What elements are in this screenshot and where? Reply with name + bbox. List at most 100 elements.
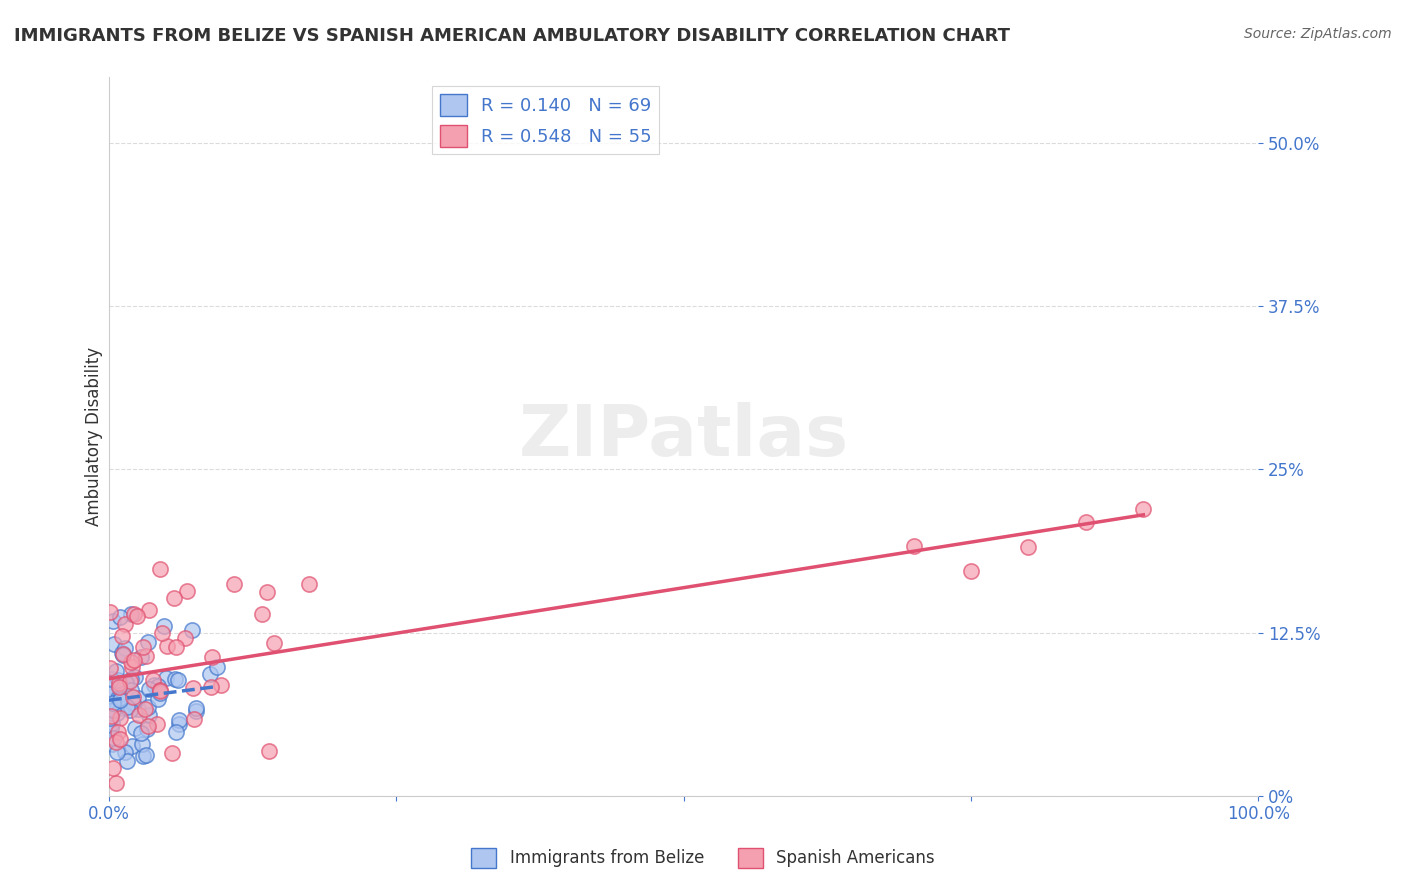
Immigrants from Belize <box>165 724 187 739</box>
Immigrants from Belize <box>115 755 138 769</box>
Immigrants from Belize <box>100 685 122 699</box>
Spanish Americans <box>108 675 131 690</box>
Y-axis label: Ambulatory Disability: Ambulatory Disability <box>86 347 103 526</box>
Immigrants from Belize <box>129 726 152 740</box>
Spanish Americans <box>108 710 131 724</box>
Spanish Americans <box>165 640 187 654</box>
Text: IMMIGRANTS FROM BELIZE VS SPANISH AMERICAN AMBULATORY DISABILITY CORRELATION CHA: IMMIGRANTS FROM BELIZE VS SPANISH AMERIC… <box>14 27 1010 45</box>
Immigrants from Belize <box>107 690 129 705</box>
Spanish Americans <box>209 678 232 692</box>
Immigrants from Belize <box>115 700 138 714</box>
Spanish Americans <box>201 650 224 665</box>
Immigrants from Belize <box>114 679 136 693</box>
Spanish Americans <box>156 639 179 653</box>
Spanish Americans <box>903 539 925 553</box>
Immigrants from Belize <box>184 705 207 719</box>
Immigrants from Belize <box>138 708 160 723</box>
Immigrants from Belize <box>120 607 142 622</box>
Immigrants from Belize <box>114 675 136 690</box>
Immigrants from Belize <box>165 672 187 686</box>
Immigrants from Belize <box>100 737 122 751</box>
Immigrants from Belize <box>111 646 134 660</box>
Spanish Americans <box>146 717 169 731</box>
Spanish Americans <box>176 584 198 599</box>
Immigrants from Belize <box>120 672 142 686</box>
Immigrants from Belize <box>180 623 202 637</box>
Immigrants from Belize <box>142 678 165 692</box>
Immigrants from Belize <box>100 672 122 686</box>
Immigrants from Belize <box>127 691 149 706</box>
Immigrants from Belize <box>101 716 124 731</box>
Immigrants from Belize <box>104 664 127 678</box>
Immigrants from Belize <box>124 721 146 735</box>
Spanish Americans <box>121 690 143 705</box>
Legend: R = 0.140   N = 69, R = 0.548   N = 55: R = 0.140 N = 69, R = 0.548 N = 55 <box>433 87 659 154</box>
Spanish Americans <box>149 682 172 697</box>
Spanish Americans <box>200 680 222 694</box>
Spanish Americans <box>135 649 157 664</box>
Spanish Americans <box>128 708 150 723</box>
Spanish Americans <box>1132 502 1154 516</box>
Immigrants from Belize <box>110 691 132 706</box>
Spanish Americans <box>122 653 145 667</box>
Immigrants from Belize <box>136 634 159 648</box>
Spanish Americans <box>120 673 142 688</box>
Spanish Americans <box>148 562 170 576</box>
Immigrants from Belize <box>205 660 228 674</box>
Immigrants from Belize <box>153 619 176 633</box>
Spanish Americans <box>149 684 172 698</box>
Spanish Americans <box>160 746 183 760</box>
Immigrants from Belize <box>138 700 160 714</box>
Spanish Americans <box>132 640 155 654</box>
Immigrants from Belize <box>101 696 124 710</box>
Immigrants from Belize <box>105 745 128 759</box>
Spanish Americans <box>100 709 122 723</box>
Immigrants from Belize <box>103 637 125 651</box>
Spanish Americans <box>108 680 131 694</box>
Immigrants from Belize <box>101 614 124 628</box>
Immigrants from Belize <box>101 703 124 717</box>
Spanish Americans <box>136 719 159 733</box>
Immigrants from Belize <box>118 703 141 717</box>
Spanish Americans <box>142 673 165 688</box>
Immigrants from Belize <box>131 737 153 751</box>
Immigrants from Belize <box>135 747 157 762</box>
Immigrants from Belize <box>107 673 129 687</box>
Immigrants from Belize <box>97 686 120 700</box>
Spanish Americans <box>163 591 186 605</box>
Immigrants from Belize <box>98 711 121 725</box>
Spanish Americans <box>121 659 143 673</box>
Immigrants from Belize <box>148 679 170 693</box>
Spanish Americans <box>224 577 246 591</box>
Spanish Americans <box>107 725 129 739</box>
Immigrants from Belize <box>127 702 149 716</box>
Spanish Americans <box>111 629 134 643</box>
Spanish Americans <box>127 609 149 624</box>
Spanish Americans <box>183 712 205 726</box>
Immigrants from Belize <box>138 681 160 696</box>
Immigrants from Belize <box>146 691 169 706</box>
Immigrants from Belize <box>105 701 128 715</box>
Spanish Americans <box>252 607 274 621</box>
Spanish Americans <box>298 577 321 591</box>
Spanish Americans <box>259 743 281 757</box>
Immigrants from Belize <box>98 720 121 734</box>
Immigrants from Belize <box>149 686 172 700</box>
Immigrants from Belize <box>155 671 177 685</box>
Immigrants from Belize <box>108 609 131 624</box>
Immigrants from Belize <box>124 670 146 684</box>
Spanish Americans <box>98 661 121 675</box>
Immigrants from Belize <box>111 700 134 714</box>
Immigrants from Belize <box>114 745 136 759</box>
Immigrants from Belize <box>121 739 143 753</box>
Immigrants from Belize <box>121 683 143 698</box>
Spanish Americans <box>114 617 136 632</box>
Immigrants from Belize <box>169 717 191 731</box>
Spanish Americans <box>181 681 204 695</box>
Spanish Americans <box>256 585 278 599</box>
Immigrants from Belize <box>103 731 125 746</box>
Spanish Americans <box>263 635 285 649</box>
Immigrants from Belize <box>132 749 155 764</box>
Spanish Americans <box>960 565 983 579</box>
Spanish Americans <box>134 702 156 716</box>
